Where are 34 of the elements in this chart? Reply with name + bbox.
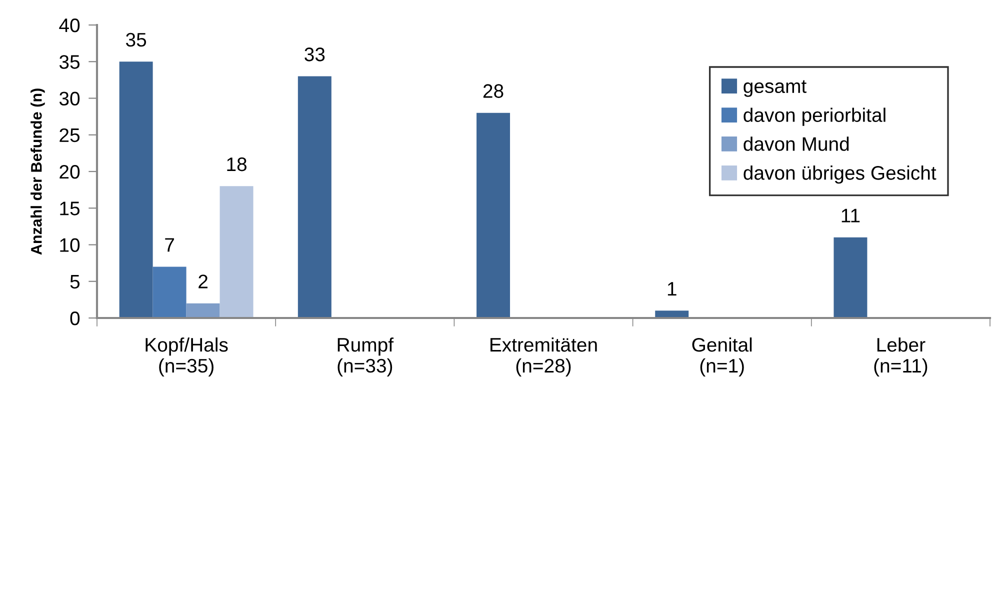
y-tick-label: 40 <box>59 18 80 32</box>
y-axis-title: Anzahl der Befunde (n) <box>30 88 45 255</box>
y-tick-label: 10 <box>60 238 80 252</box>
bar <box>186 303 220 318</box>
data-label: 35 <box>126 32 146 47</box>
x-tick-label: Kopf/Hals (n=35) <box>146 337 228 377</box>
data-label: 7 <box>165 238 174 252</box>
y-tick-label: 25 <box>60 128 80 142</box>
bar <box>119 62 153 318</box>
bar <box>220 186 254 318</box>
y-tick-label: 15 <box>60 202 80 216</box>
y-tick-label: 5 <box>70 275 80 289</box>
bar <box>476 112 510 318</box>
bar <box>834 237 868 318</box>
data-label: 1 <box>668 282 676 296</box>
data-label: 28 <box>483 84 504 98</box>
y-tick-label: 30 <box>59 92 80 106</box>
data-label: 33 <box>304 48 325 62</box>
data-label: 2 <box>198 274 208 288</box>
legend-label: davon übriges Gesicht <box>744 166 936 184</box>
x-tick-label: Genital (n=1) <box>692 337 752 377</box>
x-tick-label: Leber (n=11) <box>874 337 928 377</box>
bar <box>298 76 332 318</box>
bar <box>152 266 186 318</box>
legend-label: davon Mund <box>744 136 849 151</box>
legend-label: gesamt <box>744 80 806 97</box>
data-label: 11 <box>842 208 860 222</box>
y-tick-label: 20 <box>60 164 80 179</box>
y-tick-label: 0 <box>70 311 80 326</box>
y-tick-label: 35 <box>59 55 80 69</box>
legend-label: davon periorbital <box>744 108 886 126</box>
x-tick-label: Rumpf (n=33) <box>338 337 394 377</box>
x-tick-label: Extremitäten (n=28) <box>490 337 597 377</box>
data-label: 18 <box>227 157 246 172</box>
